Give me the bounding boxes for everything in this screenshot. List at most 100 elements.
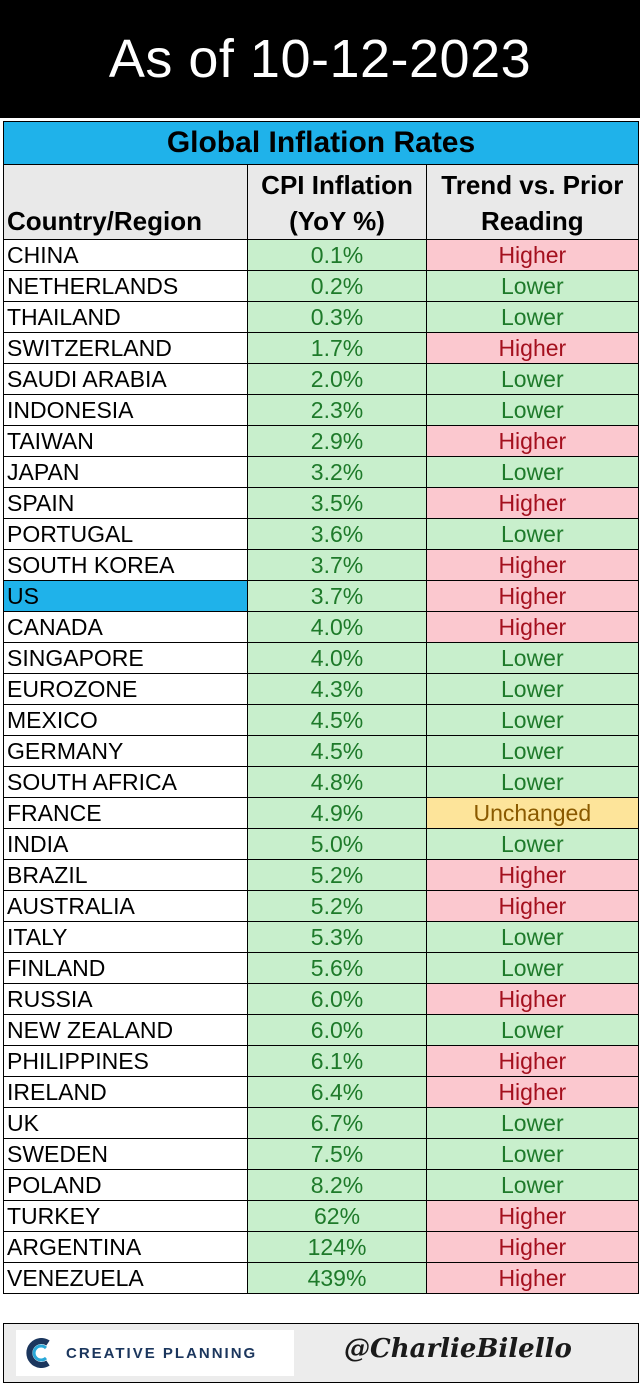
- country-cell: AUSTRALIA: [2, 890, 249, 922]
- country-cell: EUROZONE: [2, 673, 249, 705]
- inflation-table-wrapper: Global Inflation Rates Country/Region CP…: [2, 121, 640, 1294]
- header-trend-line2: Reading: [481, 206, 584, 236]
- cpi-cell: 4.3%: [247, 673, 427, 705]
- table-row: ARGENTINA 124% Higher: [2, 1231, 640, 1263]
- table-row: INDIA 5.0% Lower: [2, 828, 640, 860]
- table-row: VENEZUELA 439% Higher: [2, 1262, 640, 1294]
- cpi-cell: 5.0%: [247, 828, 427, 860]
- cpi-cell: 8.2%: [247, 1169, 427, 1201]
- header-trend: Trend vs. Prior Reading: [425, 164, 640, 240]
- cpi-cell: 0.2%: [247, 270, 427, 302]
- country-cell: PORTUGAL: [2, 518, 249, 550]
- table-row: NETHERLANDS 0.2% Lower: [2, 270, 640, 302]
- header-trend-line1: Trend vs. Prior: [441, 170, 624, 200]
- table-body: CHINA 0.1% Higher NETHERLANDS 0.2% Lower THAIL…: [2, 239, 640, 1294]
- trend-cell: Lower: [425, 735, 640, 767]
- cpi-cell: 0.1%: [247, 239, 427, 271]
- cpi-cell: 4.5%: [247, 735, 427, 767]
- country-cell: GERMANY: [2, 735, 249, 767]
- table-row: MEXICO 4.5% Lower: [2, 704, 640, 736]
- country-cell: ITALY: [2, 921, 249, 953]
- country-cell: FRANCE: [2, 797, 249, 829]
- date-banner-text: As of 10-12-2023: [108, 29, 532, 89]
- date-banner: As of 10-12-2023: [0, 0, 640, 118]
- trend-cell: Higher: [425, 1262, 640, 1294]
- country-cell: RUSSIA: [2, 983, 249, 1015]
- trend-cell: Lower: [425, 301, 640, 333]
- header-cpi-line1: CPI Inflation: [261, 170, 413, 200]
- table-row: ITALY 5.3% Lower: [2, 921, 640, 953]
- table-row: FRANCE 4.9% Unchanged: [2, 797, 640, 829]
- country-cell: SWEDEN: [2, 1138, 249, 1170]
- cpi-cell: 5.3%: [247, 921, 427, 953]
- table-row: CANADA 4.0% Higher: [2, 611, 640, 643]
- cpi-cell: 3.6%: [247, 518, 427, 550]
- trend-cell: Higher: [425, 332, 640, 364]
- table-row: INDONESIA 2.3% Lower: [2, 394, 640, 426]
- cpi-cell: 4.0%: [247, 642, 427, 674]
- table-row: SWITZERLAND 1.7% Higher: [2, 332, 640, 364]
- country-cell: VENEZUELA: [2, 1262, 249, 1294]
- table-row: SINGAPORE 4.0% Lower: [2, 642, 640, 674]
- cpi-cell: 62%: [247, 1200, 427, 1232]
- trend-cell: Higher: [425, 1045, 640, 1077]
- cpi-cell: 6.0%: [247, 983, 427, 1015]
- cpi-cell: 0.3%: [247, 301, 427, 333]
- trend-cell: Higher: [425, 487, 640, 519]
- cpi-cell: 2.9%: [247, 425, 427, 457]
- header-country-label: Country/Region: [7, 206, 202, 236]
- country-cell: POLAND: [2, 1169, 249, 1201]
- trend-cell: Higher: [425, 549, 640, 581]
- table-row: TURKEY 62% Higher: [2, 1200, 640, 1232]
- country-cell: ARGENTINA: [2, 1231, 249, 1263]
- cpi-cell: 5.2%: [247, 890, 427, 922]
- footer: CREATIVE PLANNING @CharlieBilello: [3, 1323, 639, 1383]
- cpi-cell: 4.9%: [247, 797, 427, 829]
- trend-cell: Lower: [425, 1169, 640, 1201]
- country-cell: IRELAND: [2, 1076, 249, 1108]
- trend-cell: Lower: [425, 1138, 640, 1170]
- cpi-cell: 6.7%: [247, 1107, 427, 1139]
- cpi-cell: 2.3%: [247, 394, 427, 426]
- author-handle: @CharlieBilello: [344, 1334, 572, 1364]
- trend-cell: Lower: [425, 766, 640, 798]
- trend-cell: Lower: [425, 456, 640, 488]
- cpi-cell: 7.5%: [247, 1138, 427, 1170]
- country-cell: SINGAPORE: [2, 642, 249, 674]
- header-country: Country/Region: [2, 164, 249, 240]
- trend-cell: Lower: [425, 1014, 640, 1046]
- table-row: IRELAND 6.4% Higher: [2, 1076, 640, 1108]
- table-row: RUSSIA 6.0% Higher: [2, 983, 640, 1015]
- inflation-table: Global Inflation Rates Country/Region CP…: [2, 121, 640, 1294]
- cpi-cell: 4.5%: [247, 704, 427, 736]
- trend-cell: Lower: [425, 828, 640, 860]
- trend-cell: Lower: [425, 1107, 640, 1139]
- country-cell: SAUDI ARABIA: [2, 363, 249, 395]
- cpi-cell: 5.2%: [247, 859, 427, 891]
- cpi-cell: 4.8%: [247, 766, 427, 798]
- country-cell: CANADA: [2, 611, 249, 643]
- cpi-cell: 3.5%: [247, 487, 427, 519]
- trend-cell: Lower: [425, 394, 640, 426]
- trend-cell: Higher: [425, 1200, 640, 1232]
- table-row: AUSTRALIA 5.2% Higher: [2, 890, 640, 922]
- trend-cell: Higher: [425, 580, 640, 612]
- cpi-cell: 3.7%: [247, 549, 427, 581]
- country-cell: UK: [2, 1107, 249, 1139]
- table-row: GERMANY 4.5% Lower: [2, 735, 640, 767]
- cpi-cell: 6.1%: [247, 1045, 427, 1077]
- trend-cell: Higher: [425, 983, 640, 1015]
- cpi-cell: 3.2%: [247, 456, 427, 488]
- table-row: SOUTH AFRICA 4.8% Lower: [2, 766, 640, 798]
- trend-cell: Lower: [425, 673, 640, 705]
- table-row: BRAZIL 5.2% Higher: [2, 859, 640, 891]
- country-cell: FINLAND: [2, 952, 249, 984]
- table-row: PORTUGAL 3.6% Lower: [2, 518, 640, 550]
- country-cell: NETHERLANDS: [2, 270, 249, 302]
- table-row: THAILAND 0.3% Lower: [2, 301, 640, 333]
- table-row: SOUTH KOREA 3.7% Higher: [2, 549, 640, 581]
- table-row: CHINA 0.1% Higher: [2, 239, 640, 271]
- table-row: SWEDEN 7.5% Lower: [2, 1138, 640, 1170]
- country-cell: MEXICO: [2, 704, 249, 736]
- cpi-cell: 6.4%: [247, 1076, 427, 1108]
